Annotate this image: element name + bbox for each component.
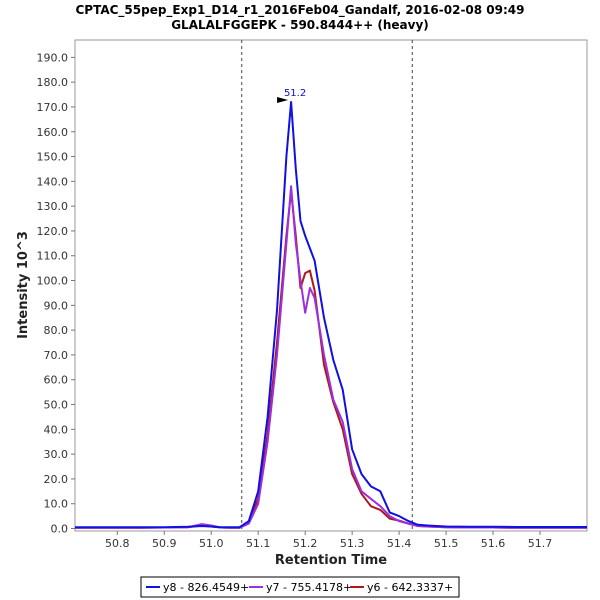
- x-tick-label: 51.4: [387, 537, 412, 550]
- y-tick-label: 60.0: [44, 374, 69, 387]
- x-axis-ticks: 50.8 50.9 51.0 51.1 51.2 51.3 51.4 51.5 51.6 51.7: [105, 531, 552, 550]
- peak-annotation: 51.2: [277, 88, 306, 103]
- y-tick-label: 130.0: [37, 200, 69, 213]
- y-tick-label: 80.0: [44, 324, 69, 337]
- series-lines: [75, 101, 587, 529]
- x-tick-label: 51.0: [199, 537, 224, 550]
- x-tick-label: 51.6: [481, 537, 506, 550]
- legend-label: y7 - 755.4178+: [266, 581, 352, 594]
- y-tick-label: 100.0: [37, 275, 69, 288]
- series-line: [75, 101, 587, 529]
- y-tick-label: 160.0: [37, 126, 69, 139]
- legend-label: y8 - 826.4549+: [163, 581, 249, 594]
- chart-title: CPTAC_55pep_Exp1_D14_r1_2016Feb04_Gandal…: [75, 3, 524, 18]
- legend: y8 - 826.4549+ y7 - 755.4178+ y6 - 642.333…: [140, 576, 460, 598]
- y-tick-label: 180.0: [37, 76, 69, 89]
- y-tick-label: 150.0: [37, 151, 69, 164]
- y-tick-label: 190.0: [37, 51, 69, 64]
- peak-label: 51.2: [284, 88, 306, 99]
- y-tick-label: 50.0: [44, 399, 69, 412]
- x-axis-label: Retention Time: [275, 553, 387, 568]
- integration-boundaries: [241, 40, 413, 531]
- y-tick-label: 10.0: [44, 498, 69, 511]
- legend-label: y6 - 642.3337+: [367, 581, 453, 594]
- y-tick-label: 90.0: [44, 299, 69, 312]
- x-tick-label: 51.1: [246, 537, 271, 550]
- peak-marker-icon: [277, 96, 289, 103]
- y-tick-label: 70.0: [44, 349, 69, 362]
- y-tick-label: 140.0: [37, 175, 69, 188]
- x-tick-label: 51.2: [293, 537, 318, 550]
- legend-box: [140, 576, 460, 598]
- y-tick-label: 40.0: [44, 423, 69, 436]
- y-tick-label: 20.0: [44, 473, 69, 486]
- y-axis-ticks: 0.0 10.0 20.0 30.0 40.0 50.0 60.0 70.0 80.0 90.0 1…: [37, 51, 75, 536]
- x-tick-label: 51.7: [528, 537, 553, 550]
- y-tick-label: 170.0: [37, 101, 69, 114]
- y-axis-label: Intensity 10^3: [16, 231, 31, 339]
- y-tick-label: 0.0: [51, 523, 69, 536]
- x-tick-label: 51.5: [434, 537, 459, 550]
- x-tick-label: 50.9: [152, 537, 177, 550]
- chart-subtitle: GLALALFGGEPK - 590.8444++ (heavy): [171, 18, 429, 32]
- y-tick-label: 120.0: [37, 225, 69, 238]
- x-tick-label: 50.8: [105, 537, 130, 550]
- x-tick-label: 51.3: [340, 537, 365, 550]
- plot-area: [74, 39, 588, 532]
- y-tick-label: 110.0: [37, 250, 69, 263]
- y-tick-label: 30.0: [44, 448, 69, 461]
